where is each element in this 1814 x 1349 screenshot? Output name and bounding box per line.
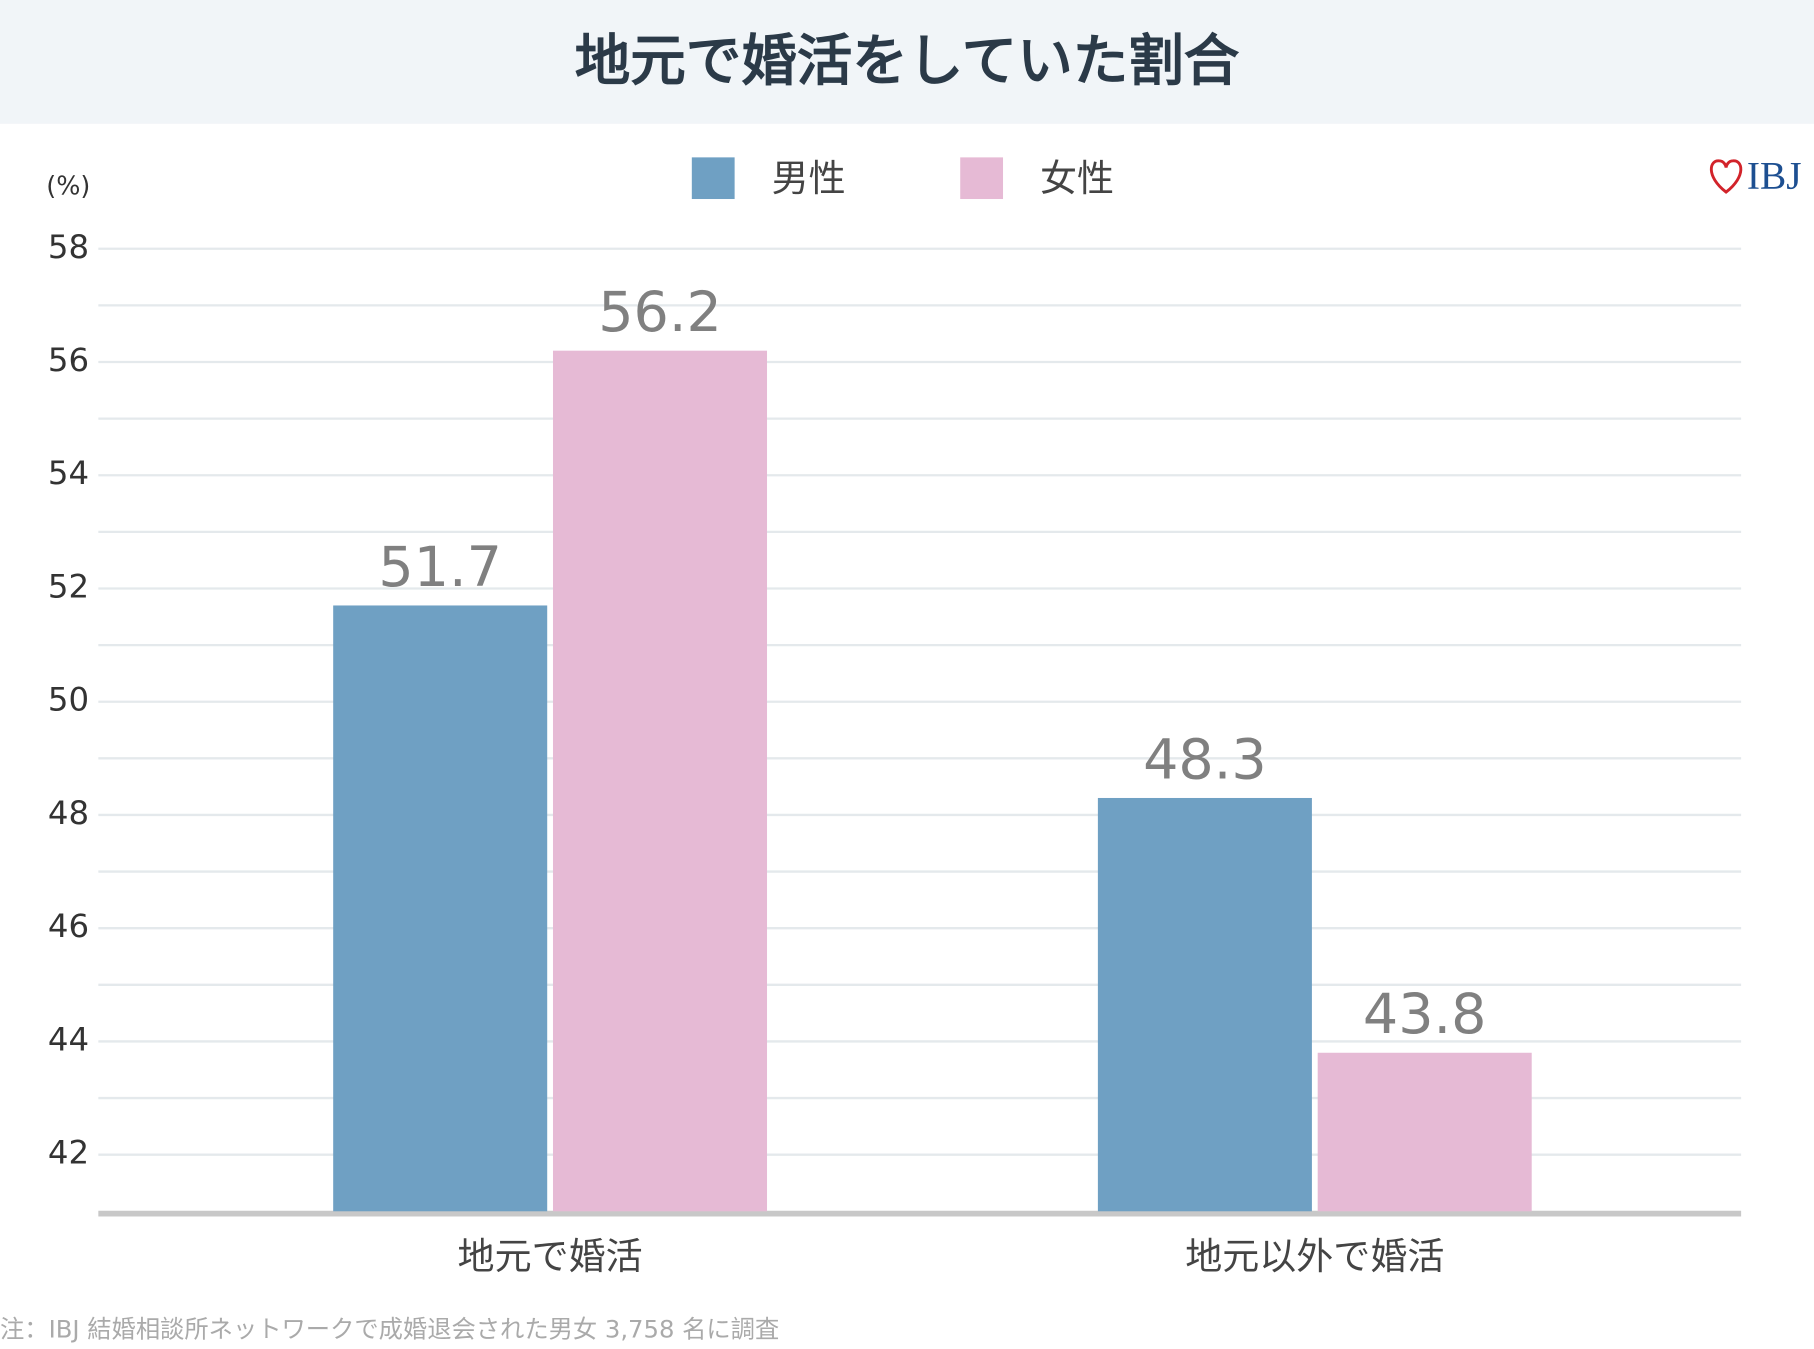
value-label: 51.7 xyxy=(378,535,502,600)
y-tick-label: 56 xyxy=(48,341,89,379)
bar xyxy=(552,350,768,1212)
y-tick-label: 44 xyxy=(48,1020,89,1058)
y-tick-label: 46 xyxy=(48,907,89,945)
logo: IBJ xyxy=(1747,153,1802,197)
logo-heart xyxy=(1709,159,1743,194)
legend-label: 男性 xyxy=(772,157,846,200)
y-tick-label: 50 xyxy=(48,681,89,719)
y-tick-label: 58 xyxy=(48,228,89,266)
bar xyxy=(1097,797,1312,1212)
footnote: 注：IBJ 結婚相談所ネットワークで成婚退会された男女 3,758 名に調査 xyxy=(0,1314,779,1343)
value-label: 43.8 xyxy=(1363,982,1487,1047)
legend-swatch xyxy=(960,157,1004,200)
y-unit: (%) xyxy=(46,171,90,201)
title-band xyxy=(0,0,1814,124)
legend-swatch xyxy=(691,157,735,200)
value-label: 48.3 xyxy=(1143,727,1267,792)
legend-label: 女性 xyxy=(1040,157,1114,200)
chart-title: 地元で婚活をしていた割合 xyxy=(575,29,1240,94)
bar xyxy=(1317,1052,1532,1212)
y-tick-label: 48 xyxy=(48,794,89,832)
x-tick-label: 地元以外で婚活 xyxy=(1185,1235,1444,1278)
x-tick-label: 地元で婚活 xyxy=(458,1235,643,1278)
y-tick-label: 52 xyxy=(48,567,89,605)
value-label: 56.2 xyxy=(598,280,722,345)
y-tick-label: 54 xyxy=(48,454,89,492)
y-tick-label: 42 xyxy=(48,1134,89,1172)
bar xyxy=(333,605,548,1212)
